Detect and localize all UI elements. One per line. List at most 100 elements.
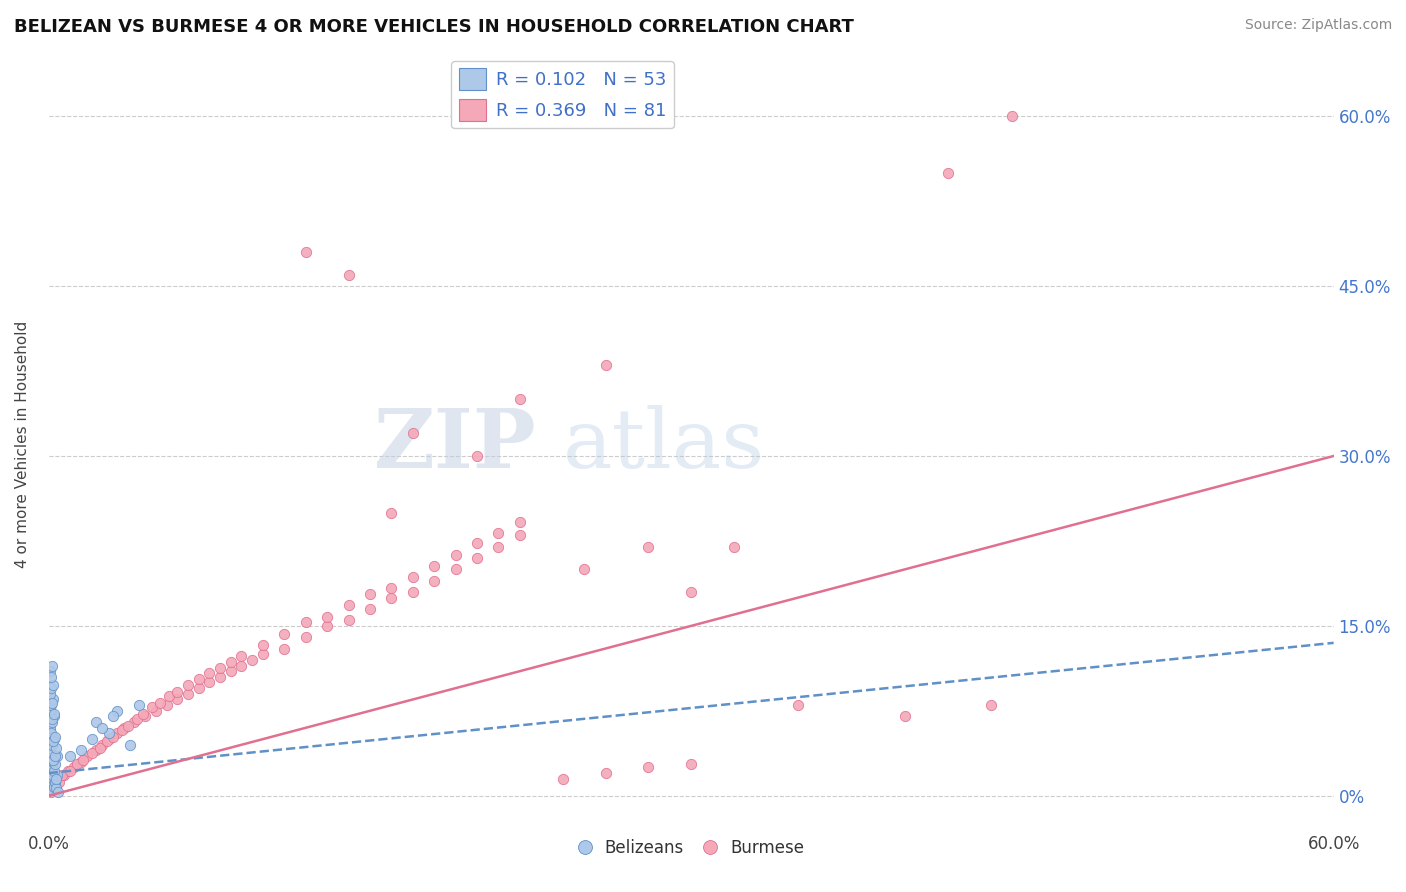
Point (44, 749, 66, 764)
Point (38, 664, 60, 678)
Point (45, 772, 67, 786)
Point (595, 359, 617, 373)
Point (76, 749, 98, 764)
Point (980, 698, 1002, 713)
Point (41, 783, 63, 797)
Point (240, 653, 263, 667)
Point (402, 426, 425, 441)
Point (141, 700, 163, 714)
Point (337, 599, 360, 613)
Point (101, 709, 124, 723)
Point (723, 540, 745, 554)
Point (44, 757, 66, 772)
Point (337, 613, 360, 627)
Point (572, 562, 595, 576)
Point (97, 732, 120, 747)
Point (65, 757, 87, 772)
Point (252, 638, 274, 652)
Point (128, 698, 150, 713)
Point (39, 698, 62, 713)
Point (252, 647, 274, 661)
Point (551, 772, 574, 786)
Point (44, 775, 66, 789)
Point (294, 615, 316, 630)
Point (41, 738, 63, 752)
Point (637, 760, 659, 774)
Point (39, 777, 62, 791)
Point (294, 630, 316, 644)
Text: atlas: atlas (562, 405, 765, 484)
Point (38, 783, 60, 797)
Point (44, 772, 66, 786)
Point (187, 681, 209, 695)
Point (219, 655, 242, 669)
Text: BELIZEAN VS BURMESE 4 OR MORE VEHICLES IN HOUSEHOLD CORRELATION CHART: BELIZEAN VS BURMESE 4 OR MORE VEHICLES I… (14, 18, 853, 36)
Point (177, 687, 200, 701)
Point (105, 704, 128, 718)
Point (273, 627, 295, 641)
Point (509, 515, 531, 529)
Point (936, 166, 959, 180)
Point (41, 712, 63, 726)
Point (42, 732, 65, 747)
Point (42, 707, 65, 722)
Point (125, 712, 148, 726)
Point (157, 689, 180, 703)
Point (97, 726, 120, 740)
Point (46, 768, 69, 782)
Point (316, 609, 339, 624)
Point (359, 602, 381, 616)
Point (91, 721, 114, 735)
Point (44, 775, 66, 789)
Point (337, 268, 360, 282)
Point (42, 780, 65, 794)
Point (787, 698, 810, 713)
Point (681, 757, 703, 772)
Point (1001, 109, 1024, 123)
Point (52, 768, 75, 782)
Point (444, 548, 467, 562)
Point (359, 587, 381, 601)
Point (231, 649, 253, 664)
Point (198, 666, 221, 681)
Point (316, 619, 339, 633)
Point (402, 585, 425, 599)
Point (380, 506, 402, 520)
Point (42, 678, 65, 692)
Point (38, 743, 60, 757)
Point (101, 730, 124, 744)
Point (105, 726, 128, 740)
Point (72, 752, 94, 766)
Point (44, 730, 66, 744)
Point (509, 528, 531, 542)
Point (42, 755, 65, 769)
Point (84, 715, 107, 730)
Point (39, 746, 62, 760)
Point (42, 709, 65, 723)
Point (96, 734, 118, 748)
Point (42, 692, 65, 706)
Point (145, 704, 167, 718)
Point (219, 664, 242, 678)
Point (465, 536, 488, 550)
Point (80, 732, 103, 747)
Point (39, 681, 62, 695)
Point (187, 672, 209, 686)
Point (894, 709, 917, 723)
Point (110, 723, 132, 737)
Point (423, 574, 446, 588)
Point (42, 780, 65, 794)
Point (134, 709, 156, 723)
Point (59, 764, 82, 778)
Point (117, 718, 139, 732)
Point (41, 696, 63, 710)
Point (209, 670, 232, 684)
Legend: Belizeans, Burmese: Belizeans, Burmese (571, 832, 811, 863)
Point (465, 449, 488, 463)
Point (112, 721, 135, 735)
Point (80, 746, 103, 760)
Point (488, 540, 510, 554)
Point (56, 764, 79, 778)
Point (132, 707, 155, 722)
Point (294, 245, 316, 260)
